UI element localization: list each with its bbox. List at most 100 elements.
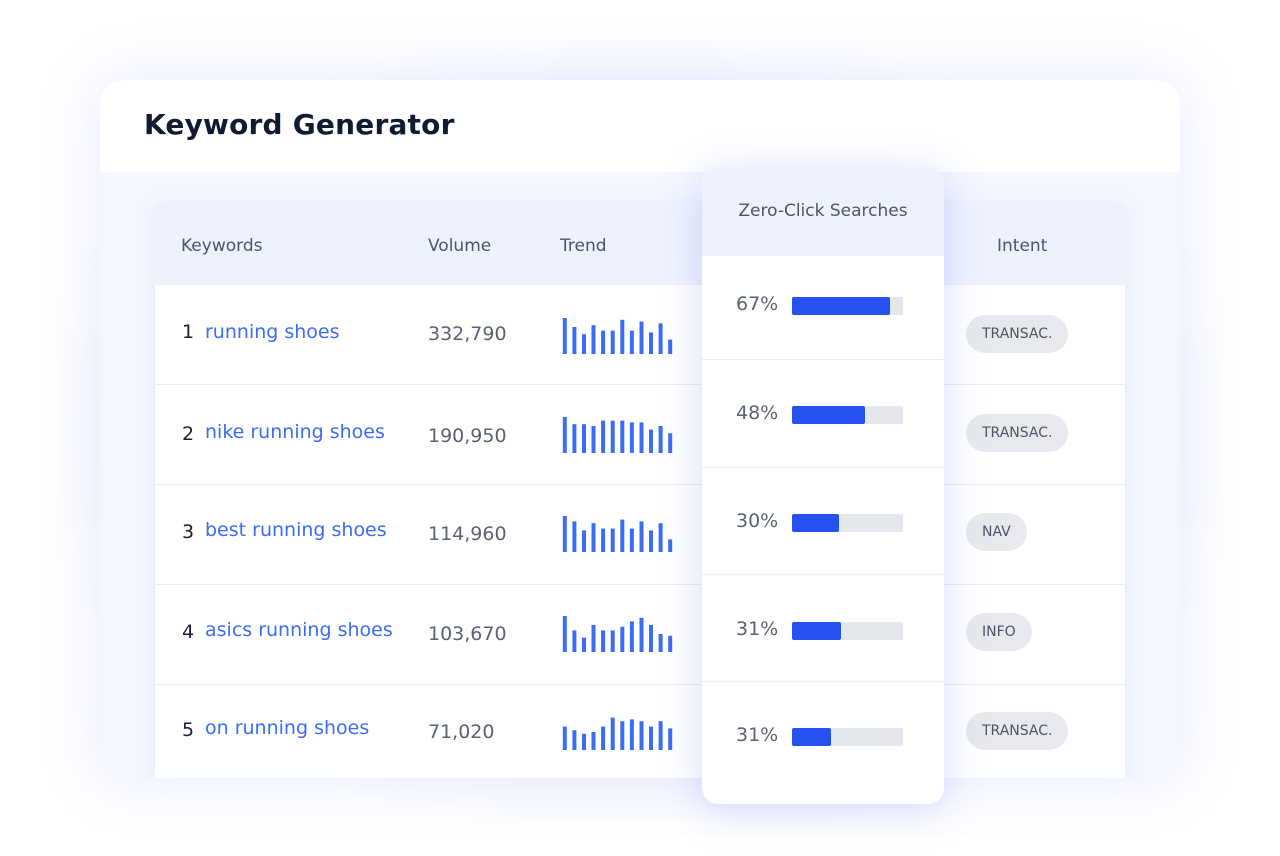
trend-sparkline — [562, 417, 673, 453]
app-header: Keyword Generator — [100, 80, 1180, 172]
intent-badge: TRANSAC. — [966, 712, 1069, 750]
trend-bar — [601, 330, 606, 354]
trend-bar — [649, 625, 653, 652]
trend-bar — [668, 728, 673, 750]
column-header-keywords[interactable]: Keywords — [181, 236, 263, 256]
trend-bar — [562, 417, 567, 453]
trend-bar — [668, 433, 673, 453]
trend-sparkline — [562, 616, 673, 652]
trend-bar — [610, 420, 615, 453]
intent-badge: NAV — [966, 513, 1027, 551]
trend-bar — [591, 325, 596, 354]
volume-value: 332,790 — [428, 323, 507, 345]
trend-bar — [572, 424, 577, 453]
trend-bar — [610, 528, 615, 552]
column-header-intent[interactable]: Intent — [997, 236, 1048, 256]
trend-bar — [649, 332, 653, 354]
trend-sparkline — [562, 717, 673, 750]
trend-bar — [610, 330, 615, 354]
trend-bar — [649, 530, 653, 552]
trend-bar — [620, 626, 625, 652]
trend-bar — [620, 519, 625, 552]
trend-bar — [610, 717, 615, 750]
keyword-link[interactable]: nike running shoes — [205, 421, 385, 443]
zero-click-bar-fill — [792, 514, 839, 532]
trend-bar — [582, 530, 586, 552]
trend-bar — [572, 730, 577, 750]
intent-badge: INFO — [966, 613, 1032, 651]
trend-bar — [620, 721, 625, 750]
zero-click-bar-fill — [792, 728, 831, 746]
keyword-link[interactable]: asics running shoes — [205, 619, 393, 641]
trend-bar — [601, 528, 606, 552]
trend-bar — [639, 617, 644, 652]
trend-bar — [620, 319, 625, 354]
zero-click-searches-panel: Zero-Click Searches 67% 48% 30% 31% 31% — [702, 168, 944, 804]
table-row[interactable]: 3 best running shoes 114,960 NAV — [155, 485, 1125, 585]
keyword-link[interactable]: best running shoes — [205, 519, 387, 541]
trend-bar — [658, 426, 663, 453]
trend-bar — [629, 528, 634, 552]
zero-click-bar-fill — [792, 297, 890, 315]
trend-bar — [668, 539, 673, 552]
volume-value: 71,020 — [428, 721, 495, 743]
table-row[interactable]: 1 running shoes 332,790 TRANSAC. — [155, 285, 1125, 385]
column-header-trend[interactable]: Trend — [560, 236, 607, 256]
zero-click-title[interactable]: Zero-Click Searches — [738, 201, 908, 221]
zero-click-row: 30% — [702, 467, 944, 575]
zero-click-header: Zero-Click Searches — [702, 168, 944, 256]
zero-click-bar-fill — [792, 622, 841, 640]
trend-bar — [582, 334, 586, 354]
zero-click-row: 31% — [702, 574, 944, 682]
table-row[interactable]: 2 nike running shoes 190,950 TRANSAC. — [155, 385, 1125, 485]
trend-sparkline — [562, 516, 673, 552]
trend-bar — [639, 521, 644, 552]
row-number: 3 — [182, 521, 195, 543]
trend-bar — [591, 732, 596, 750]
table-row[interactable]: 5 on running shoes 71,020 TRANSAC. — [155, 685, 1125, 778]
zero-click-row: 48% — [702, 359, 944, 468]
intent-badge: TRANSAC. — [966, 315, 1069, 353]
trend-bar — [562, 516, 567, 552]
row-number: 4 — [182, 621, 195, 643]
page-title: Keyword Generator — [144, 108, 455, 141]
zero-click-percent: 31% — [736, 724, 779, 746]
keyword-generator-card: Keyword Generator Keywords Volume Trend … — [100, 80, 1180, 778]
trend-bar — [582, 733, 586, 750]
zero-click-percent: 31% — [736, 618, 779, 640]
trend-bar — [629, 330, 634, 354]
zero-click-percent: 30% — [736, 510, 779, 532]
table-row[interactable]: 4 asics running shoes 103,670 INFO — [155, 585, 1125, 685]
trend-bar — [658, 523, 663, 552]
zero-click-bar-track — [792, 622, 903, 640]
zero-click-bar-track — [792, 406, 903, 424]
trend-bar — [582, 637, 586, 652]
trend-bar — [572, 630, 577, 652]
zero-click-percent: 48% — [736, 402, 779, 424]
trend-bar — [658, 721, 663, 750]
trend-bar — [591, 426, 596, 453]
trend-bar — [649, 726, 653, 750]
trend-bar — [601, 420, 606, 453]
zero-click-bar-fill — [792, 406, 866, 424]
table-header: Keywords Volume Trend Intent — [155, 204, 1125, 285]
row-number: 2 — [182, 423, 195, 445]
trend-bar — [591, 625, 596, 652]
trend-bar — [639, 321, 644, 354]
zero-click-bar-track — [792, 514, 903, 532]
column-header-volume[interactable]: Volume — [428, 236, 492, 256]
trend-bar — [658, 634, 663, 652]
zero-click-row: 67% — [702, 256, 944, 359]
trend-bar — [572, 521, 577, 552]
trend-sparkline — [562, 318, 673, 354]
trend-bar — [562, 318, 567, 354]
trend-bar — [601, 630, 606, 652]
zero-click-bar-track — [792, 297, 903, 315]
zero-click-row: 31% — [702, 681, 944, 804]
trend-bar — [562, 726, 567, 750]
keyword-link[interactable]: on running shoes — [205, 717, 370, 739]
volume-value: 103,670 — [428, 623, 507, 645]
keyword-link[interactable]: running shoes — [205, 321, 340, 343]
keyword-table: Keywords Volume Trend Intent 1 running s… — [155, 204, 1125, 778]
trend-bar — [629, 621, 634, 652]
